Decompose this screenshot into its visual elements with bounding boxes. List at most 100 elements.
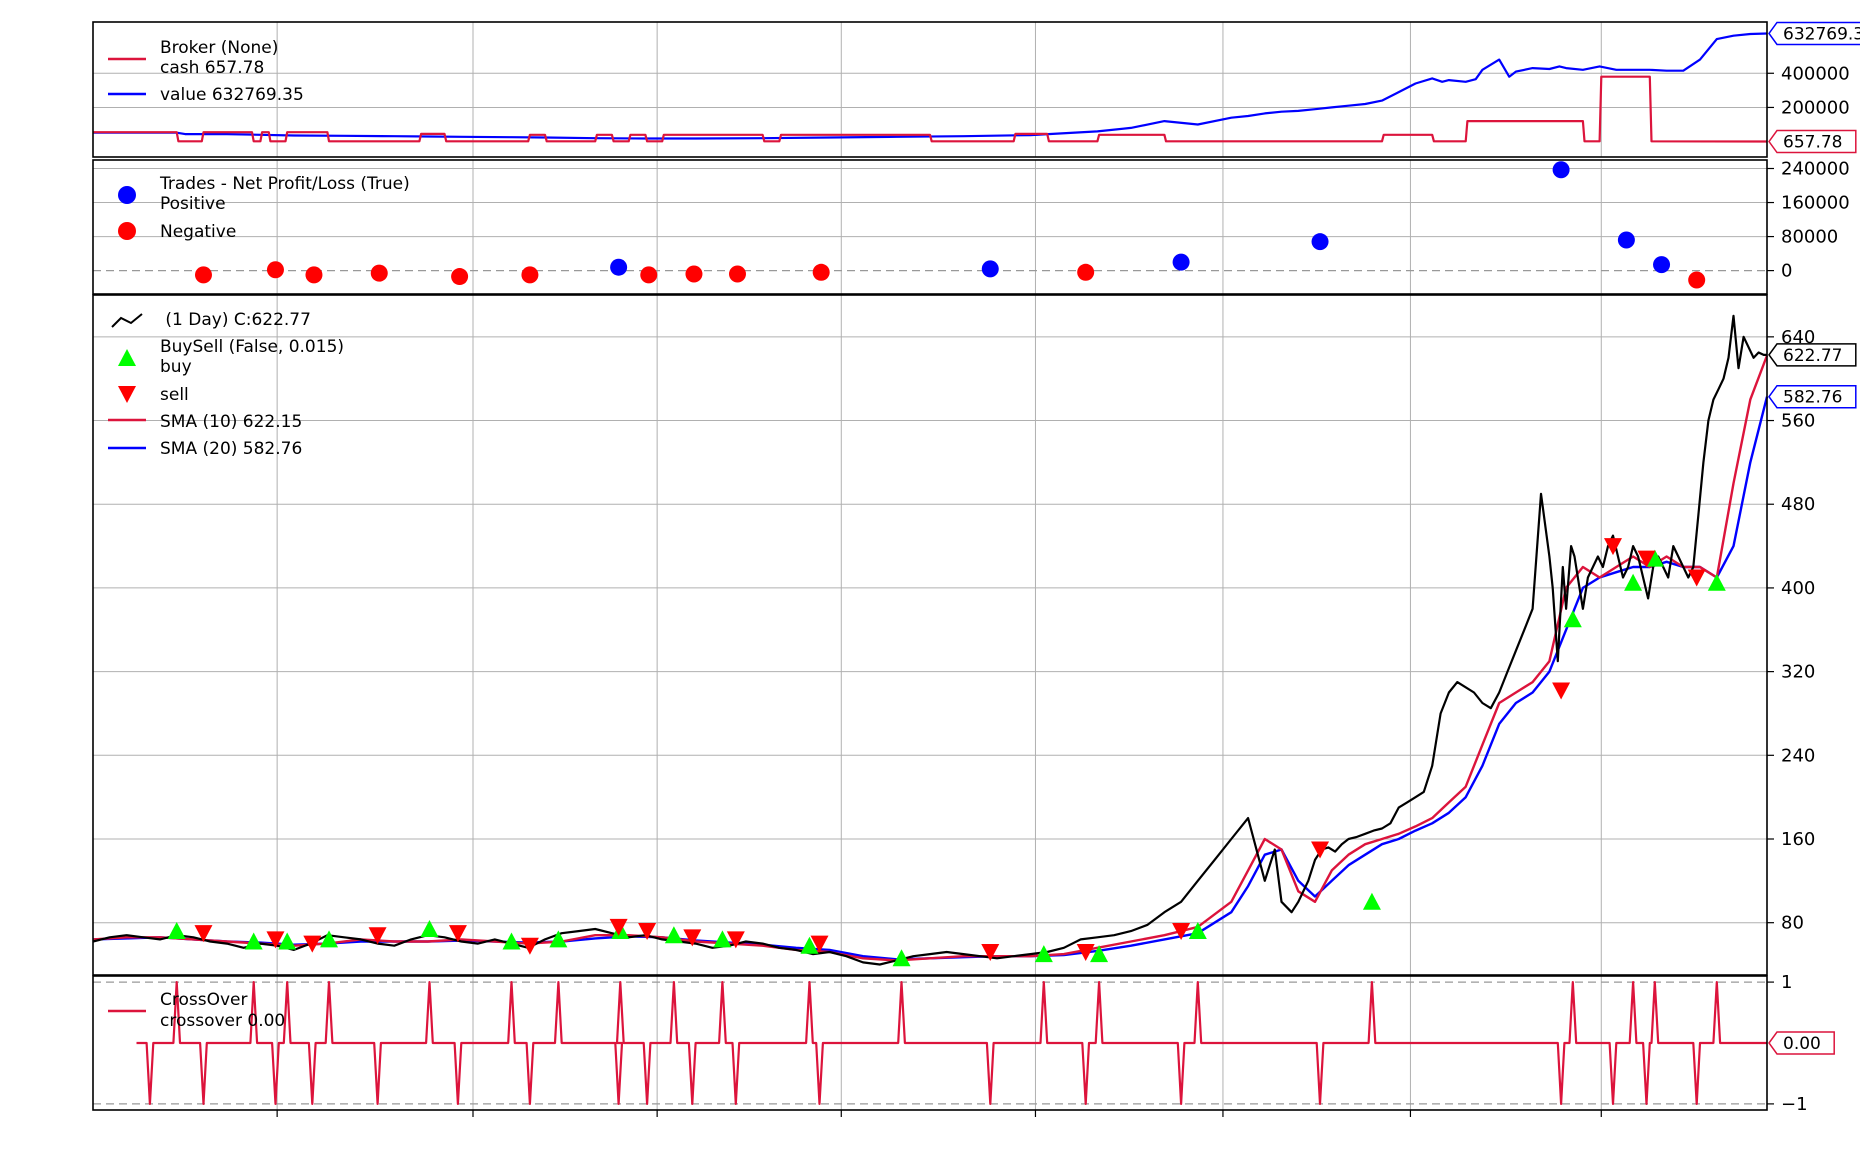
sell-marker xyxy=(1552,682,1571,700)
sell-marker xyxy=(368,927,387,945)
price-trade-markers xyxy=(167,538,1726,967)
sell-marker xyxy=(303,935,322,953)
buy-marker xyxy=(1034,945,1053,963)
y-tick-label: 400 xyxy=(1781,578,1815,599)
legend-buy-label: buy xyxy=(160,357,192,377)
legend-sma20-label: SMA (20) 582.76 xyxy=(160,439,302,459)
legend-cash-label: cash 657.78 xyxy=(160,58,264,78)
price-panel-frame xyxy=(92,294,1768,976)
buy-marker xyxy=(800,936,819,954)
y-tick-label: 640 xyxy=(1781,327,1815,348)
last-value-tag-box xyxy=(1768,384,1857,409)
profit-trade-point xyxy=(1617,231,1635,249)
loss-trade-point xyxy=(370,264,388,282)
legend-sell-marker xyxy=(118,386,136,403)
legend-price-swatch xyxy=(111,313,143,328)
buy-marker xyxy=(1624,573,1643,591)
last-value-tag: 657.78 xyxy=(1783,133,1842,153)
loss-trade-point xyxy=(451,268,469,286)
sell-marker xyxy=(609,918,628,936)
trades-legend: Trades - Net Profit/Loss (True) Positive… xyxy=(118,174,410,242)
legend-value-label: value 632769.35 xyxy=(160,85,304,105)
sell-marker xyxy=(810,935,829,953)
legend-negative-marker xyxy=(118,222,136,240)
legend-trades-title: Trades - Net Profit/Loss (True) xyxy=(159,174,410,194)
crossover-y-ticks: 1 −1 xyxy=(1767,972,1808,1115)
y-tick-label: 560 xyxy=(1781,411,1815,432)
y-tick-label: 240000 xyxy=(1781,159,1850,180)
loss-trade-point xyxy=(266,261,284,279)
buy-marker xyxy=(1188,922,1207,940)
buy-marker xyxy=(167,922,186,940)
sell-marker xyxy=(266,931,285,949)
crossover-line xyxy=(136,980,1767,1106)
sell-marker xyxy=(1603,538,1622,556)
sell-marker xyxy=(726,931,745,949)
broker-grid xyxy=(93,22,1767,157)
buy-marker xyxy=(502,932,521,950)
loss-trade-point xyxy=(305,266,323,284)
loss-trade-point xyxy=(194,266,212,284)
y-tick-label: 0 xyxy=(1781,261,1792,282)
last-value-tag-box xyxy=(1768,343,1857,367)
y-tick-label: 200000 xyxy=(1781,97,1850,118)
sell-marker xyxy=(981,943,1000,961)
y-tick-label: 400000 xyxy=(1781,63,1850,84)
y-tick-label: 320 xyxy=(1781,662,1815,683)
last-value-tag: 582.76 xyxy=(1783,388,1842,408)
y-tick-label: 480 xyxy=(1781,494,1815,515)
sell-marker xyxy=(1172,923,1191,941)
last-value-tag: 632769.35 xyxy=(1783,24,1860,44)
buy-marker xyxy=(244,932,263,950)
sell-marker xyxy=(1637,550,1656,568)
buy-marker xyxy=(892,949,911,967)
legend-positive-label: Positive xyxy=(160,194,226,214)
crossover-value-tags: 0.00 xyxy=(1768,1031,1835,1055)
price-legend: (1 Day) C:622.77 BuySell (False, 0.015) … xyxy=(108,310,344,459)
cash-line xyxy=(93,75,1768,143)
price-value-tags: 622.77 582.76 xyxy=(1768,343,1857,409)
buy-marker xyxy=(1090,945,1109,963)
broker-panel: 200000 400000 632769.35 657.78 Broker (Non… xyxy=(92,21,1860,158)
legend-price-label: (1 Day) C:622.77 xyxy=(160,310,311,330)
legend-positive-marker xyxy=(118,186,136,204)
sell-marker xyxy=(1311,841,1330,859)
y-tick-label: 1 xyxy=(1781,972,1792,993)
legend-buy-marker xyxy=(118,349,136,366)
trades-y-ticks: 0 80000 160000 240000 xyxy=(1767,159,1850,282)
sell-marker xyxy=(1076,943,1095,961)
buy-marker xyxy=(1707,573,1726,591)
legend-sell-label: sell xyxy=(160,385,189,405)
sell-marker xyxy=(1687,569,1706,587)
last-value-tag: 622.77 xyxy=(1783,346,1842,366)
loss-trade-point xyxy=(640,266,658,284)
legend-buysell-title: BuySell (False, 0.015) xyxy=(160,337,344,357)
price-y-ticks: 80 160 240 320 400 480 560 640 xyxy=(1767,327,1815,934)
profit-trade-point xyxy=(1653,256,1671,274)
legend-negative-label: Negative xyxy=(160,222,236,242)
loss-trade-point xyxy=(685,265,703,283)
y-tick-label: 160000 xyxy=(1781,193,1850,214)
loss-trade-point xyxy=(1077,263,1095,281)
buy-marker xyxy=(1645,549,1664,567)
last-value-tag-box xyxy=(1768,1031,1835,1055)
y-tick-label: −1 xyxy=(1781,1094,1808,1115)
price-panel: 80 160 240 320 400 480 560 640 622.77 582.76 (1 … xyxy=(92,294,1857,976)
buy-marker xyxy=(1563,610,1582,628)
crossover-panel: 1 −1 0.00 CrossOver crossover 0.00 xyxy=(92,972,1835,1115)
x-axis-ticks xyxy=(276,1110,1602,1117)
broker-value-tags: 632769.35 657.78 xyxy=(1768,21,1860,154)
crossover-series xyxy=(136,980,1767,1106)
legend-crossover-title: CrossOver xyxy=(160,990,248,1010)
loss-trade-point xyxy=(728,265,746,283)
profit-trade-point xyxy=(610,258,628,276)
last-value-tag-box xyxy=(1768,21,1860,46)
legend-sma10-label: SMA (10) 622.15 xyxy=(160,412,302,432)
profit-trade-point xyxy=(1311,233,1329,251)
trades-panel: 0 80000 160000 240000 Trades - Net Profit/L… xyxy=(92,159,1850,295)
buy-marker xyxy=(320,930,339,948)
trades-panel-frame xyxy=(92,159,1768,295)
sell-marker xyxy=(448,925,467,943)
buy-marker xyxy=(278,932,297,950)
